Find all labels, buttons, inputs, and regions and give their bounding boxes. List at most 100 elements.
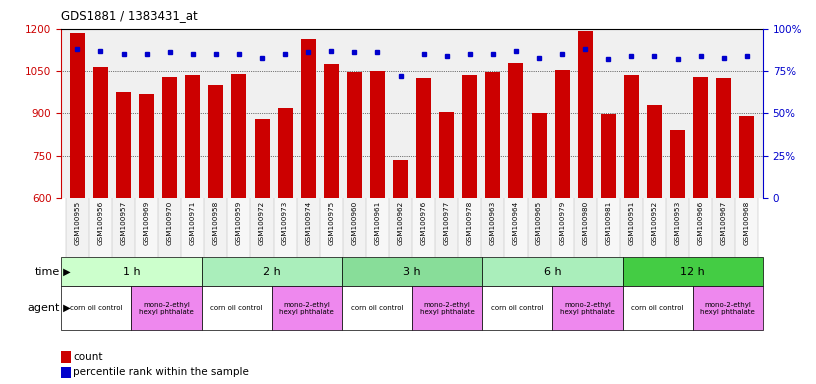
Text: GSM100952: GSM100952 xyxy=(651,201,658,245)
Bar xyxy=(228,198,251,257)
Text: time: time xyxy=(34,266,60,277)
Text: corn oil control: corn oil control xyxy=(632,305,684,311)
Text: GDS1881 / 1383431_at: GDS1881 / 1383431_at xyxy=(61,9,198,22)
Bar xyxy=(116,92,131,198)
Text: 2 h: 2 h xyxy=(263,266,281,277)
Bar xyxy=(435,198,459,257)
Bar xyxy=(139,94,154,198)
Text: GSM100959: GSM100959 xyxy=(236,201,242,245)
Text: GSM100981: GSM100981 xyxy=(605,201,611,245)
Bar xyxy=(297,198,320,257)
Bar xyxy=(551,198,574,257)
Bar xyxy=(412,198,435,257)
Text: corn oil control: corn oil control xyxy=(491,305,543,311)
Text: ▶: ▶ xyxy=(60,303,71,313)
Bar xyxy=(716,78,731,198)
Bar xyxy=(320,198,343,257)
Bar xyxy=(347,73,361,198)
Text: 12 h: 12 h xyxy=(681,266,705,277)
Bar xyxy=(482,257,623,286)
Bar xyxy=(555,71,570,198)
Text: GSM100953: GSM100953 xyxy=(675,201,681,245)
Bar xyxy=(158,198,181,257)
Bar xyxy=(208,85,224,198)
Bar xyxy=(578,31,592,198)
Text: GSM100957: GSM100957 xyxy=(121,201,126,245)
Bar xyxy=(574,198,596,257)
Bar xyxy=(93,67,108,198)
Text: GSM100977: GSM100977 xyxy=(444,201,450,245)
Text: GSM100980: GSM100980 xyxy=(582,201,588,245)
Text: GSM100968: GSM100968 xyxy=(744,201,750,245)
Text: 6 h: 6 h xyxy=(543,266,561,277)
Bar xyxy=(689,198,712,257)
Bar xyxy=(181,198,204,257)
Bar xyxy=(482,286,552,330)
Bar xyxy=(693,77,708,198)
Text: GSM100960: GSM100960 xyxy=(352,201,357,245)
Bar xyxy=(370,71,385,198)
Bar xyxy=(412,286,482,330)
Bar xyxy=(61,257,202,286)
Bar xyxy=(416,78,431,198)
Text: percentile rank within the sample: percentile rank within the sample xyxy=(73,367,250,377)
Bar xyxy=(272,286,342,330)
Text: GSM100955: GSM100955 xyxy=(74,201,80,245)
Text: agent: agent xyxy=(27,303,60,313)
Text: GSM100967: GSM100967 xyxy=(721,201,727,245)
Bar xyxy=(439,112,455,198)
Bar xyxy=(204,198,228,257)
Bar xyxy=(273,198,297,257)
Bar xyxy=(89,198,112,257)
Bar xyxy=(504,198,527,257)
Bar xyxy=(162,77,177,198)
Bar xyxy=(66,198,89,257)
Text: GSM100962: GSM100962 xyxy=(397,201,404,245)
Bar xyxy=(623,257,763,286)
Text: count: count xyxy=(73,352,103,362)
Text: GSM100961: GSM100961 xyxy=(375,201,380,245)
Text: corn oil control: corn oil control xyxy=(351,305,403,311)
Text: mono-2-ethyl
hexyl phthalate: mono-2-ethyl hexyl phthalate xyxy=(560,302,615,314)
Bar xyxy=(342,257,482,286)
Bar xyxy=(596,198,620,257)
Text: 1 h: 1 h xyxy=(122,266,140,277)
Text: GSM100972: GSM100972 xyxy=(259,201,265,245)
Bar xyxy=(739,116,754,198)
Bar xyxy=(712,198,735,257)
Bar xyxy=(623,286,693,330)
Bar xyxy=(693,286,763,330)
Bar xyxy=(552,286,623,330)
Bar xyxy=(202,257,342,286)
Bar xyxy=(202,286,272,330)
Text: corn oil control: corn oil control xyxy=(70,305,122,311)
Text: GSM100971: GSM100971 xyxy=(190,201,196,245)
Bar xyxy=(393,160,408,198)
Bar xyxy=(670,130,685,198)
Text: corn oil control: corn oil control xyxy=(211,305,263,311)
Bar xyxy=(486,72,500,198)
Text: GSM100958: GSM100958 xyxy=(213,201,219,245)
Bar xyxy=(508,63,523,198)
Bar xyxy=(342,286,412,330)
Bar xyxy=(643,198,666,257)
Bar xyxy=(185,75,200,198)
Text: mono-2-ethyl
hexyl phthalate: mono-2-ethyl hexyl phthalate xyxy=(700,302,756,314)
Bar xyxy=(463,75,477,198)
Bar xyxy=(232,74,246,198)
Bar xyxy=(527,198,551,257)
Text: GSM100979: GSM100979 xyxy=(559,201,565,245)
Text: 3 h: 3 h xyxy=(403,266,421,277)
Bar xyxy=(277,108,293,198)
Bar xyxy=(366,198,389,257)
Bar xyxy=(131,286,202,330)
Bar xyxy=(251,198,273,257)
Text: GSM100975: GSM100975 xyxy=(328,201,335,245)
Text: GSM100951: GSM100951 xyxy=(628,201,634,245)
Text: mono-2-ethyl
hexyl phthalate: mono-2-ethyl hexyl phthalate xyxy=(139,302,194,314)
Text: GSM100956: GSM100956 xyxy=(97,201,104,245)
Text: GSM100970: GSM100970 xyxy=(166,201,173,245)
Bar xyxy=(459,198,481,257)
Text: GSM100963: GSM100963 xyxy=(490,201,496,245)
Text: GSM100978: GSM100978 xyxy=(467,201,472,245)
